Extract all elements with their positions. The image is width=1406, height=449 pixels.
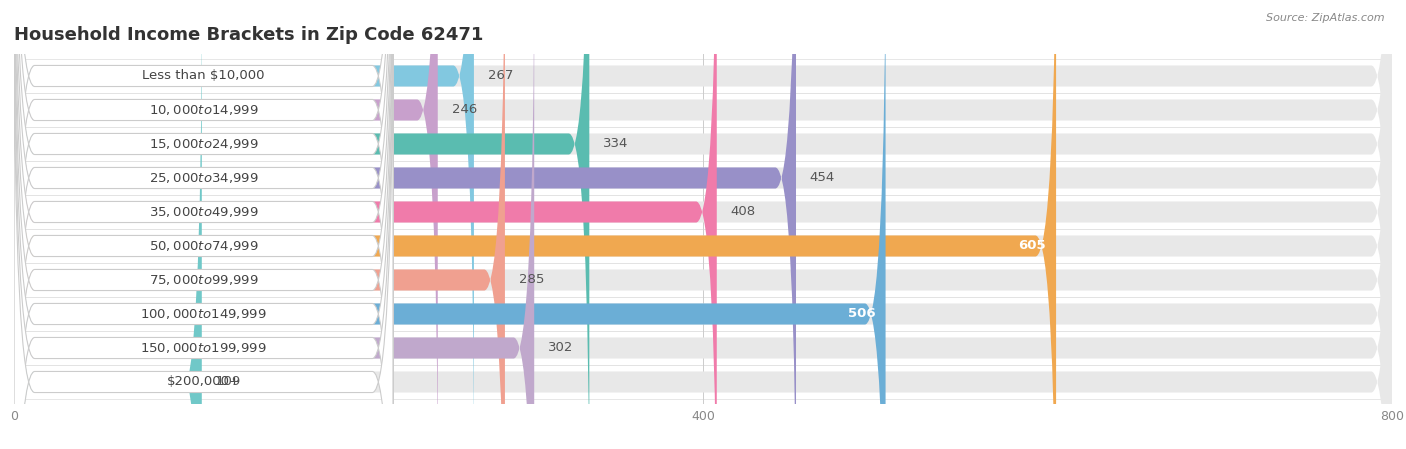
- FancyBboxPatch shape: [14, 0, 505, 449]
- Text: 285: 285: [519, 273, 544, 286]
- FancyBboxPatch shape: [14, 0, 1056, 449]
- Bar: [14, 297, 1392, 331]
- Text: $25,000 to $34,999: $25,000 to $34,999: [149, 171, 259, 185]
- Bar: [14, 93, 1392, 127]
- FancyBboxPatch shape: [14, 0, 1392, 449]
- FancyBboxPatch shape: [14, 0, 1392, 449]
- Text: Source: ZipAtlas.com: Source: ZipAtlas.com: [1267, 13, 1385, 23]
- Text: 267: 267: [488, 70, 513, 83]
- FancyBboxPatch shape: [14, 0, 796, 449]
- Bar: [14, 127, 1392, 161]
- FancyBboxPatch shape: [14, 0, 394, 449]
- FancyBboxPatch shape: [14, 0, 394, 449]
- Text: 454: 454: [810, 172, 835, 185]
- Text: 302: 302: [548, 342, 574, 355]
- FancyBboxPatch shape: [14, 0, 1392, 449]
- FancyBboxPatch shape: [14, 0, 437, 449]
- Bar: [14, 229, 1392, 263]
- FancyBboxPatch shape: [14, 0, 1392, 449]
- FancyBboxPatch shape: [14, 0, 1392, 449]
- FancyBboxPatch shape: [14, 0, 394, 449]
- FancyBboxPatch shape: [14, 0, 589, 449]
- FancyBboxPatch shape: [14, 0, 1392, 449]
- Text: 334: 334: [603, 137, 628, 150]
- FancyBboxPatch shape: [14, 0, 394, 449]
- FancyBboxPatch shape: [14, 0, 394, 449]
- FancyBboxPatch shape: [14, 0, 394, 449]
- FancyBboxPatch shape: [14, 0, 534, 449]
- Text: 408: 408: [731, 206, 755, 219]
- Text: 109: 109: [215, 375, 240, 388]
- Bar: [14, 59, 1392, 93]
- FancyBboxPatch shape: [14, 0, 394, 449]
- FancyBboxPatch shape: [14, 0, 717, 449]
- Text: $10,000 to $14,999: $10,000 to $14,999: [149, 103, 259, 117]
- Bar: [14, 331, 1392, 365]
- FancyBboxPatch shape: [14, 0, 886, 449]
- FancyBboxPatch shape: [14, 0, 202, 449]
- FancyBboxPatch shape: [14, 0, 1392, 449]
- Text: $150,000 to $199,999: $150,000 to $199,999: [141, 341, 267, 355]
- Text: 506: 506: [848, 308, 876, 321]
- Text: $100,000 to $149,999: $100,000 to $149,999: [141, 307, 267, 321]
- Text: Household Income Brackets in Zip Code 62471: Household Income Brackets in Zip Code 62…: [14, 26, 484, 44]
- FancyBboxPatch shape: [14, 0, 394, 449]
- FancyBboxPatch shape: [14, 0, 474, 449]
- FancyBboxPatch shape: [14, 0, 394, 449]
- Text: 246: 246: [451, 103, 477, 116]
- Bar: [14, 365, 1392, 399]
- Text: $35,000 to $49,999: $35,000 to $49,999: [149, 205, 259, 219]
- Text: Less than $10,000: Less than $10,000: [142, 70, 264, 83]
- Bar: [14, 195, 1392, 229]
- Text: $15,000 to $24,999: $15,000 to $24,999: [149, 137, 259, 151]
- FancyBboxPatch shape: [14, 0, 1392, 449]
- FancyBboxPatch shape: [14, 0, 1392, 449]
- FancyBboxPatch shape: [14, 0, 1392, 449]
- Text: $200,000+: $200,000+: [166, 375, 240, 388]
- Text: $75,000 to $99,999: $75,000 to $99,999: [149, 273, 259, 287]
- Bar: [14, 263, 1392, 297]
- FancyBboxPatch shape: [14, 0, 394, 449]
- Bar: [14, 161, 1392, 195]
- Text: $50,000 to $74,999: $50,000 to $74,999: [149, 239, 259, 253]
- Text: 605: 605: [1018, 239, 1046, 252]
